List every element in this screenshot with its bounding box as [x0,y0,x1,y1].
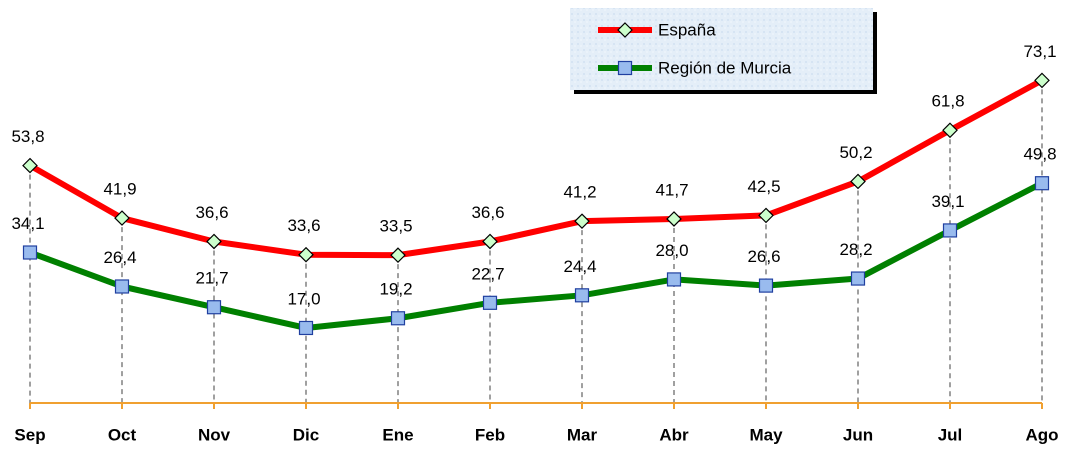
legend-marker [617,22,633,38]
point-marker [758,278,774,293]
data-label: 39,1 [931,192,964,211]
data-label: 33,6 [287,216,320,235]
point-marker [298,320,314,336]
point-marker [482,295,498,310]
series-line [28,77,1044,259]
x-tick-label: Ene [382,425,413,444]
point-marker [1034,176,1050,191]
data-label: 53,8 [11,127,44,146]
data-label: 42,5 [747,177,780,196]
data-label: 36,6 [195,203,228,222]
data-label: 41,9 [103,180,136,199]
point-marker [1034,72,1050,89]
legend-label: Región de Murcia [658,58,792,77]
point-marker [850,271,866,286]
data-label: 34,1 [11,214,44,233]
data-label: 28,2 [839,240,872,259]
x-tick-label: May [749,425,783,444]
x-tick-label: Dic [293,425,319,444]
x-tick-label: Oct [108,425,137,444]
data-label: 17,0 [287,289,320,308]
series-line [28,180,1044,331]
data-label: 21,7 [195,269,228,288]
x-tick-label: Jul [938,425,963,444]
data-label: 19,2 [379,280,412,299]
point-marker [390,311,406,326]
data-label: 41,2 [563,183,596,202]
data-label: 73,1 [1023,42,1056,61]
data-label: 61,8 [931,92,964,111]
data-label: 36,6 [471,203,504,222]
data-label: 22,7 [471,264,504,283]
x-tick-label: Sep [14,425,45,444]
point-marker [942,223,958,238]
point-marker [482,233,498,250]
point-marker [206,233,222,250]
data-label: 33,5 [379,217,412,236]
x-tick-label: Ago [1025,425,1058,444]
data-label: 26,6 [747,247,780,266]
point-marker [390,247,406,264]
point-marker [666,272,682,287]
data-label: 26,4 [103,248,136,267]
point-marker [298,246,314,263]
point-marker [942,122,958,139]
legend-marker [617,60,633,76]
point-marker [22,157,38,174]
x-tick-label: Nov [198,425,231,444]
point-marker [206,300,222,315]
x-tick-label: Jun [843,425,873,444]
x-tick-label: Mar [567,425,598,444]
data-label: 50,2 [839,143,872,162]
point-marker [574,288,590,303]
point-marker [114,210,130,226]
point-marker [666,211,682,227]
point-marker [574,213,590,230]
legend-label: España [658,20,716,39]
point-marker [758,207,774,224]
data-label: 41,7 [655,180,688,199]
legend-box [570,8,873,90]
data-label: 24,4 [563,257,596,276]
x-tick-label: Abr [659,425,689,444]
point-marker [114,279,130,294]
x-tick-label: Feb [475,425,505,444]
data-label: 28,0 [655,241,688,260]
point-marker [850,173,866,190]
point-marker [22,245,38,260]
data-label: 49,8 [1023,145,1056,164]
